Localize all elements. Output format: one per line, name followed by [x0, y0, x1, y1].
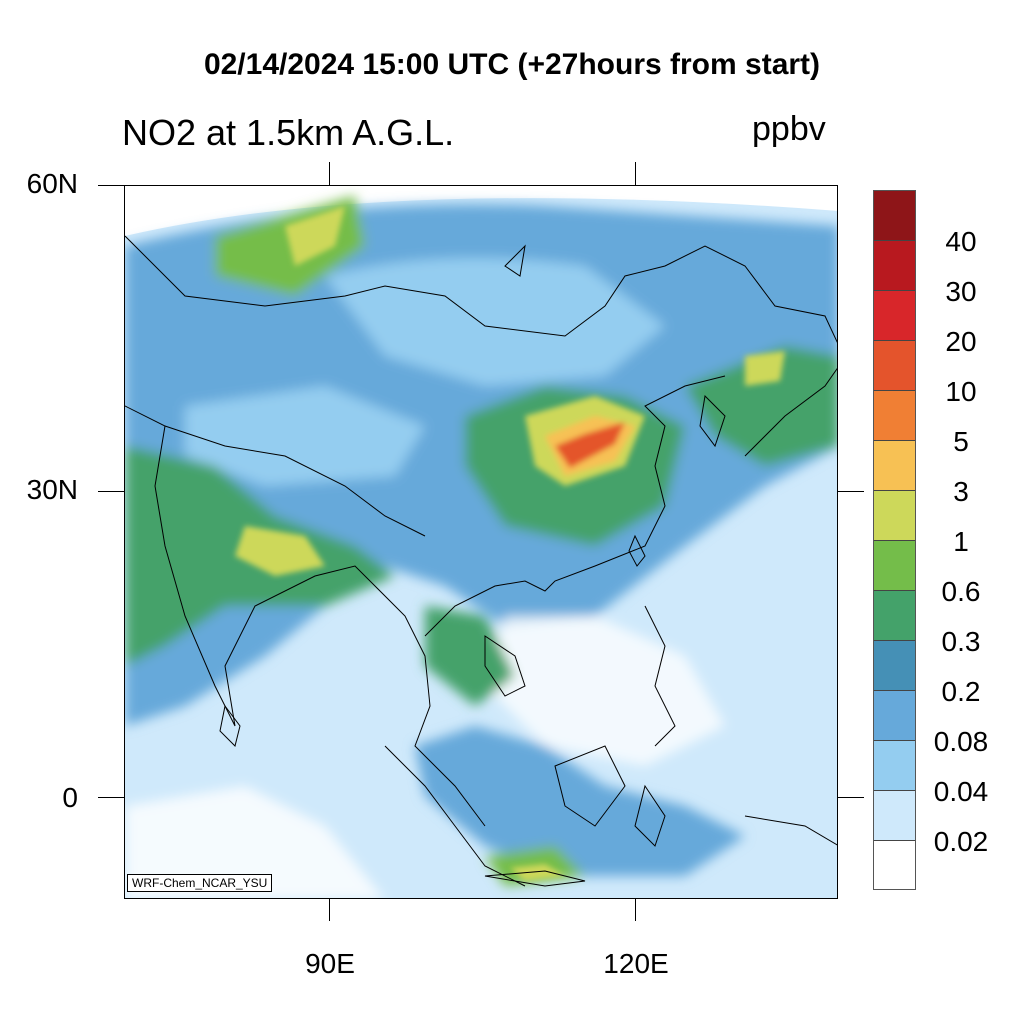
tick-120e [635, 899, 636, 921]
no2-hotspot [555, 422, 625, 468]
colorbar-label: 0.3 [941, 626, 981, 657]
tick-30n-right [838, 491, 864, 492]
colorbar-segment [874, 641, 915, 691]
new-guinea-coast [744, 815, 837, 846]
tibet-low-field [185, 386, 425, 486]
colorbar-label: 40 [945, 226, 977, 257]
colorbar-label: 5 [953, 426, 969, 457]
china-coast [424, 375, 726, 637]
himalaya-border [164, 425, 426, 537]
tick-30n [98, 491, 124, 492]
model-credit: WRF-Chem_NCAR_YSU [127, 874, 273, 892]
taiwan-coast [628, 534, 646, 567]
india-indochina-coast [125, 405, 486, 827]
coastlines [125, 235, 837, 887]
colorbar-segment [874, 691, 915, 741]
lat-label-30n: 30N [26, 474, 78, 505]
colorbar-segment [874, 591, 915, 641]
colorbar [873, 190, 916, 890]
colorbar-label: 20 [945, 326, 977, 357]
figure-title: 02/14/2024 15:00 UTC (+27hours from star… [203, 48, 821, 81]
variable-label: NO2 at 1.5km A.G.L. [122, 112, 455, 153]
maritime-field [415, 726, 745, 876]
units-label: ppbv [752, 110, 826, 148]
colorbar-label: 0.02 [933, 826, 989, 857]
no2-field-map [125, 186, 837, 898]
tick-0 [98, 797, 124, 798]
tick-120e-top [635, 162, 636, 185]
colorbar-segment [874, 841, 915, 889]
colorbar-segment [874, 191, 915, 241]
lon-label-90e: 90E [305, 948, 355, 979]
indochina-field [425, 606, 515, 706]
sulawesi-coast [634, 784, 666, 847]
colorbar-segment [874, 791, 915, 841]
indochina-peninsula [484, 635, 526, 697]
colorbar-segment [874, 491, 915, 541]
colorbar-segment [874, 741, 915, 791]
colorbar-label: 0.6 [941, 576, 981, 607]
colorbar-label: 0.08 [933, 726, 989, 757]
colorbar-label: 10 [945, 376, 977, 407]
tick-60n [98, 185, 124, 186]
colorbar-label: 1 [953, 526, 969, 557]
colorbar-segment [874, 441, 915, 491]
java-coast [484, 870, 586, 887]
lat-label-0: 0 [62, 782, 78, 813]
colorbar-segment [874, 391, 915, 441]
colorbar-label: 30 [945, 276, 977, 307]
colorbar-segment [874, 241, 915, 291]
japan-coast [744, 367, 837, 457]
korea-yellow [745, 351, 785, 386]
sri-lanka-coast [219, 704, 241, 747]
philippines-coast [644, 605, 676, 747]
sumatra-coast [384, 745, 526, 887]
colorbar-segment [874, 341, 915, 391]
south-china-sea-clean-air [485, 616, 725, 766]
colorbar-label: 3 [953, 476, 969, 507]
tick-90e-top [329, 162, 330, 185]
borneo-coast [554, 745, 626, 827]
map-panel [124, 185, 838, 899]
indian-ocean-clean-air [125, 786, 384, 898]
colorbar-label: 0.04 [933, 776, 989, 807]
lat-label-60n: 60N [26, 168, 78, 199]
java-yellow [510, 864, 565, 881]
tick-90e [329, 899, 330, 921]
lake-baikal [504, 244, 526, 277]
siberia-yellow [285, 206, 345, 266]
lon-label-120e: 120E [603, 948, 669, 979]
colorbar-segment [874, 291, 915, 341]
tick-0-right [838, 797, 864, 798]
colorbar-label: 0.2 [941, 676, 981, 707]
korea-coast [699, 394, 726, 448]
northern-borders [125, 235, 837, 343]
india-yellow [235, 526, 325, 576]
colorbar-segment [874, 541, 915, 591]
